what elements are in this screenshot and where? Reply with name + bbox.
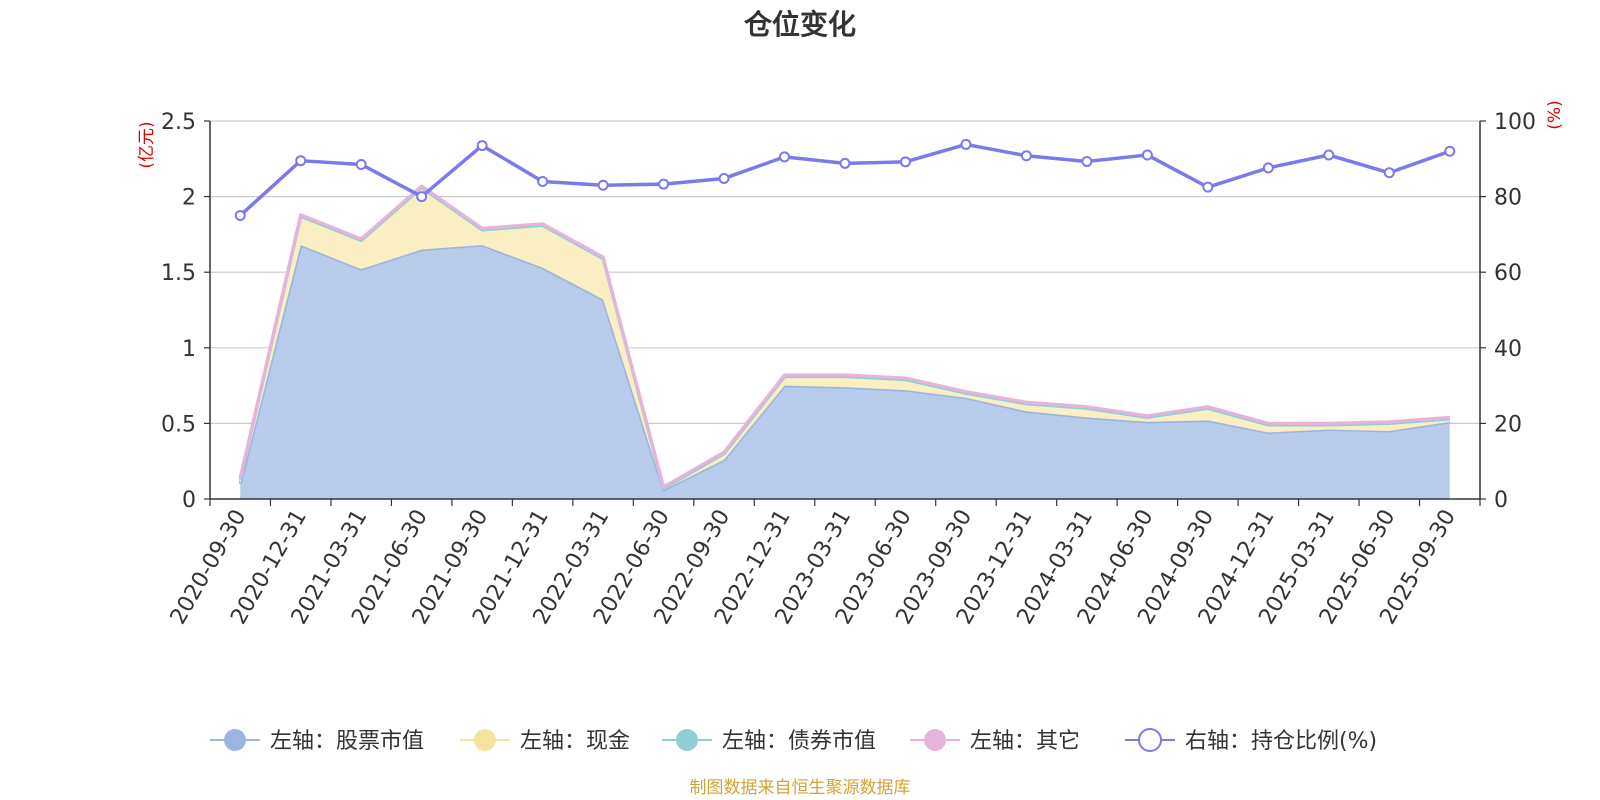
left-tick-label: 2 xyxy=(182,186,196,211)
area-top-line xyxy=(238,184,1450,489)
legend-item[interactable]: 左轴：股票市值 xyxy=(210,729,424,754)
left-tick-label: 1 xyxy=(182,337,196,362)
ratio-point xyxy=(416,191,428,203)
ratio-point xyxy=(234,210,246,221)
legend-swatch-circle xyxy=(1138,728,1162,752)
ratio-point xyxy=(899,156,911,168)
right-tick-label: 60 xyxy=(1494,261,1522,286)
right-tick-label: 40 xyxy=(1494,337,1522,362)
ratio-point xyxy=(779,151,791,163)
ratio-point xyxy=(537,175,549,187)
legend-label: 左轴：债券市值 xyxy=(722,729,876,754)
legend-swatch-circle xyxy=(924,729,946,751)
ratio-point xyxy=(1141,149,1153,161)
left-tick-label: 0 xyxy=(182,488,196,513)
chart-title: 仓位变化 xyxy=(744,8,856,41)
ratio-point xyxy=(960,138,972,150)
legend-label: 右轴：持仓比例(%) xyxy=(1185,729,1377,754)
right-tick-label: 0 xyxy=(1494,488,1508,513)
ratio-point xyxy=(718,172,730,184)
legend-item[interactable]: 右轴：持仓比例(%) xyxy=(1125,728,1377,754)
right-tick-label: 80 xyxy=(1494,186,1522,211)
ratio-point xyxy=(355,158,367,170)
left-tick-label: 1.5 xyxy=(161,261,196,286)
left-axis-unit: (亿元) xyxy=(137,121,157,168)
right-axis-unit: (%) xyxy=(1545,100,1565,129)
ratio-line-series xyxy=(234,138,1456,221)
source-note: 制图数据来自恒生聚源数据库 xyxy=(690,778,911,798)
ratio-point xyxy=(1444,145,1456,157)
legend-item[interactable]: 左轴：现金 xyxy=(460,729,630,754)
ratio-point xyxy=(1020,150,1032,162)
right-tick-label: 20 xyxy=(1494,412,1522,437)
ratio-point xyxy=(1202,181,1214,193)
ratio-point xyxy=(476,140,488,152)
legend-label: 左轴：现金 xyxy=(520,729,630,754)
right-tick-label: 100 xyxy=(1494,110,1536,135)
legend-item[interactable]: 左轴：其它 xyxy=(910,729,1080,754)
ratio-point xyxy=(839,157,851,169)
ratio-point xyxy=(1081,155,1093,167)
area-fill xyxy=(240,187,1450,490)
legend-label: 左轴：其它 xyxy=(970,729,1080,754)
ratio-point xyxy=(658,178,670,190)
ratio-point xyxy=(597,179,609,191)
ratio-point xyxy=(1383,167,1395,179)
legend-label: 左轴：股票市值 xyxy=(270,729,424,754)
ratio-point xyxy=(1262,162,1274,174)
stacked-areas xyxy=(238,184,1450,499)
ratio-point xyxy=(1323,149,1335,161)
area-fill xyxy=(240,244,1450,499)
left-tick-label: 0.5 xyxy=(161,412,196,437)
left-tick-label: 2.5 xyxy=(161,110,196,135)
legend-swatch-circle xyxy=(224,729,246,751)
legend-swatch-circle xyxy=(474,729,496,751)
ratio-point xyxy=(295,155,307,167)
chart-legend: 左轴：股票市值 左轴：现金 左轴：债券市值 左轴：其它 右轴：持仓比例(%) xyxy=(210,728,1377,754)
legend-swatch-circle xyxy=(676,729,698,751)
legend-item[interactable]: 左轴：债券市值 xyxy=(662,729,876,754)
